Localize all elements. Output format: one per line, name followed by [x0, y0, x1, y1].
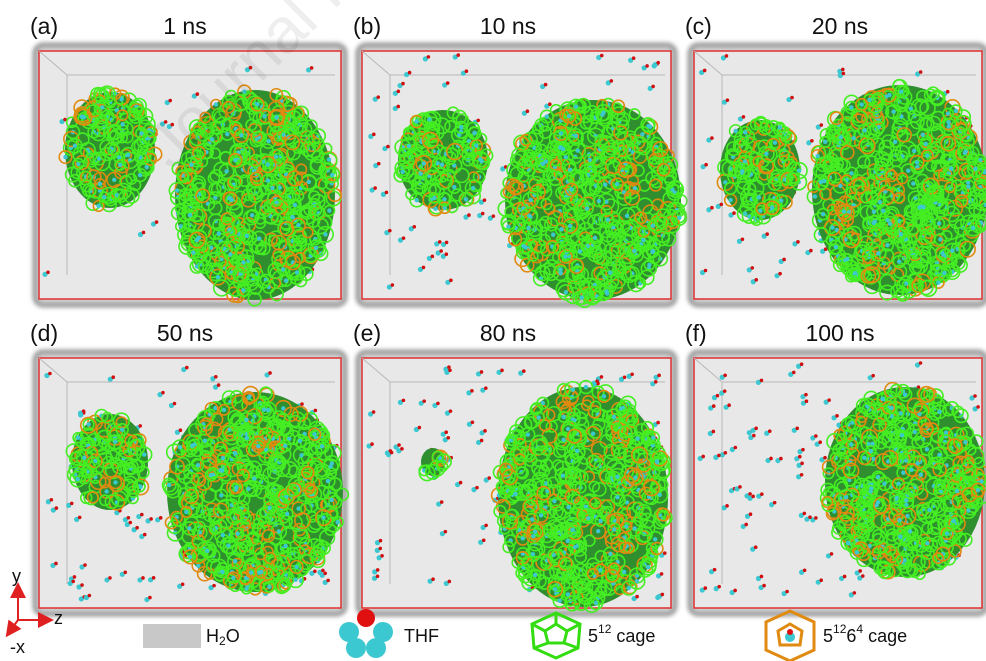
panel-time: 80 ns [480, 320, 536, 346]
panel-label: (c) [685, 13, 712, 39]
panel: (f) 100 ns [685, 320, 986, 614]
panel: (b) 10 ns [353, 13, 687, 307]
legend: H2O THF 512 cage 51264 cage [143, 609, 907, 661]
panel-time: 100 ns [805, 320, 874, 346]
cage512-icon [532, 613, 580, 658]
panel-time: 20 ns [812, 13, 868, 39]
panel-label: (d) [30, 320, 58, 346]
panel: (d) 50 ns [30, 320, 348, 614]
panel-label: (f) [685, 320, 707, 346]
panel-label: (b) [353, 13, 381, 39]
panel-label: (a) [30, 13, 58, 39]
panel-label: (e) [353, 320, 381, 346]
thf-label: THF [404, 626, 439, 646]
panel-time: 10 ns [480, 13, 536, 39]
panel-time: 50 ns [157, 320, 213, 346]
h2o-swatch [143, 624, 201, 648]
figure: (a)1 ns(b)10 ns(c)20 ns(d)50 ns(e)80 ns(… [0, 0, 986, 661]
axis-y: y [12, 566, 21, 586]
panel-time: 1 ns [163, 13, 206, 39]
cage51264-label: 51264 cage [823, 622, 907, 646]
cage512-label: 512 cage [588, 622, 655, 646]
axis-z: z [54, 608, 63, 628]
panel: (e) 80 ns [353, 320, 675, 614]
axis-x: -x [10, 637, 25, 657]
panel: (c) 20 ns [685, 13, 986, 305]
cage51264-icon [766, 611, 814, 661]
h2o-label: H2O [206, 626, 240, 648]
